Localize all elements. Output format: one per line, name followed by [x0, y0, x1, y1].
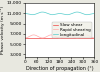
Longitudinal	[68, 14, 70, 15]
Rapid shearing	[64, 36, 65, 37]
Longitudinal	[24, 13, 26, 14]
Longitudinal	[64, 14, 66, 15]
Rapid shearing	[37, 36, 39, 37]
Line: Rapid shearing: Rapid shearing	[25, 35, 94, 38]
Rapid shearing	[68, 34, 69, 35]
Longitudinal	[94, 13, 95, 14]
X-axis label: Direction of propagation (°): Direction of propagation (°)	[26, 66, 94, 71]
Longitudinal	[26, 13, 28, 14]
Rapid shearing	[51, 34, 52, 35]
Rapid shearing	[86, 34, 87, 35]
Y-axis label: Phase velocity (m s⁻¹): Phase velocity (m s⁻¹)	[1, 6, 5, 54]
Legend: Slow shear, Rapid shearing, Longitudinal: Slow shear, Rapid shearing, Longitudinal	[52, 22, 92, 38]
Rapid shearing	[26, 37, 28, 38]
Longitudinal	[86, 14, 87, 15]
Longitudinal	[67, 14, 68, 15]
Longitudinal	[32, 14, 33, 15]
Line: Longitudinal: Longitudinal	[25, 12, 94, 15]
